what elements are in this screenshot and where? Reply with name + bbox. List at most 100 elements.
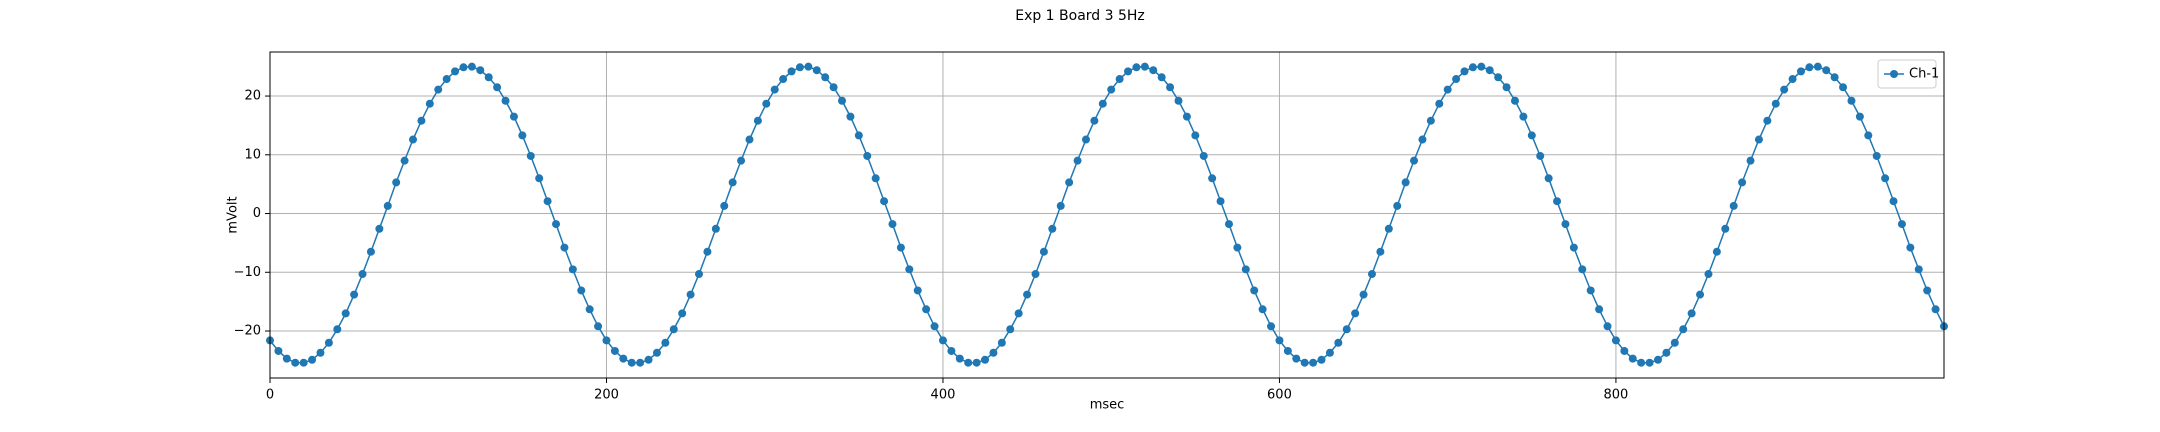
data-point	[324, 338, 333, 347]
data-point	[350, 290, 359, 299]
data-point	[1586, 286, 1595, 295]
data-point	[1662, 348, 1671, 357]
data-point	[938, 336, 947, 345]
data-point	[1334, 338, 1343, 347]
data-point	[981, 355, 990, 364]
data-point	[316, 348, 325, 357]
data-point	[1544, 174, 1553, 183]
x-axis-label: msec	[1090, 398, 1125, 413]
data-point	[1443, 85, 1452, 94]
data-point	[1283, 346, 1292, 355]
data-point	[434, 85, 443, 94]
x-tick-label: 400	[931, 388, 956, 403]
data-point	[1023, 290, 1032, 299]
data-point	[1897, 220, 1906, 229]
data-point	[1410, 156, 1419, 165]
data-point	[1325, 348, 1334, 357]
legend-marker	[1890, 70, 1898, 78]
data-point	[1115, 75, 1124, 84]
data-point	[1418, 135, 1427, 144]
data-point	[1771, 99, 1780, 108]
data-point	[821, 73, 830, 82]
data-point	[526, 151, 535, 160]
data-point	[1275, 336, 1284, 345]
data-point	[627, 358, 636, 367]
data-point	[686, 290, 695, 299]
data-point	[1435, 99, 1444, 108]
data-point	[1182, 112, 1191, 121]
data-point	[400, 156, 409, 165]
data-point	[1317, 355, 1326, 364]
data-point	[1637, 358, 1646, 367]
data-point	[964, 358, 973, 367]
data-point	[1519, 112, 1528, 121]
data-point	[1553, 197, 1562, 206]
data-point	[745, 135, 754, 144]
data-point	[366, 247, 375, 256]
data-point	[1645, 358, 1654, 367]
data-point	[1864, 131, 1873, 140]
data-point	[1367, 270, 1376, 279]
data-point	[493, 83, 502, 92]
data-point	[1561, 220, 1570, 229]
data-point	[543, 197, 552, 206]
data-point	[728, 178, 737, 187]
data-point	[274, 346, 283, 355]
data-point	[1056, 201, 1065, 210]
data-point	[1696, 290, 1705, 299]
data-point	[703, 247, 712, 256]
data-point	[812, 66, 821, 75]
y-tick-label: 10	[244, 147, 261, 162]
x-tick-label: 600	[1267, 388, 1292, 403]
series-line	[269, 65, 1945, 364]
data-point	[1359, 290, 1368, 299]
data-point	[484, 73, 493, 82]
data-point	[1611, 336, 1620, 345]
data-point	[560, 243, 569, 252]
data-point	[863, 151, 872, 160]
data-point	[535, 174, 544, 183]
data-point	[787, 67, 796, 76]
y-tick-label: −10	[234, 265, 261, 280]
data-point	[518, 131, 527, 140]
data-point	[1065, 178, 1074, 187]
data-point	[577, 286, 586, 295]
data-point	[737, 156, 746, 165]
data-point	[1426, 116, 1435, 125]
data-point	[1309, 358, 1318, 367]
data-point	[1376, 247, 1385, 256]
data-point	[661, 338, 670, 347]
data-point	[644, 355, 653, 364]
data-point	[1468, 63, 1477, 72]
data-point	[1031, 270, 1040, 279]
data-point	[972, 358, 981, 367]
data-point	[1267, 322, 1276, 331]
data-point	[1098, 99, 1107, 108]
data-point	[896, 243, 905, 252]
data-point	[1048, 224, 1057, 233]
data-point	[1780, 85, 1789, 94]
data-point	[1746, 156, 1755, 165]
data-point	[610, 346, 619, 355]
data-point	[1603, 322, 1612, 331]
data-point	[282, 354, 291, 363]
data-point	[1754, 135, 1763, 144]
data-point	[1763, 116, 1772, 125]
data-point	[947, 346, 956, 355]
data-point	[1216, 197, 1225, 206]
data-point	[880, 197, 889, 206]
y-tick-label: 0	[253, 206, 261, 221]
data-point	[1527, 131, 1536, 140]
data-point	[1233, 243, 1242, 252]
data-point	[1292, 354, 1301, 363]
y-axis-label: mVolt	[226, 196, 241, 233]
data-point	[997, 338, 1006, 347]
data-point	[392, 178, 401, 187]
data-point	[1300, 358, 1309, 367]
data-point	[358, 270, 367, 279]
data-point	[1906, 243, 1915, 252]
data-point	[451, 67, 460, 76]
data-point	[1721, 224, 1730, 233]
data-point	[1384, 224, 1393, 233]
